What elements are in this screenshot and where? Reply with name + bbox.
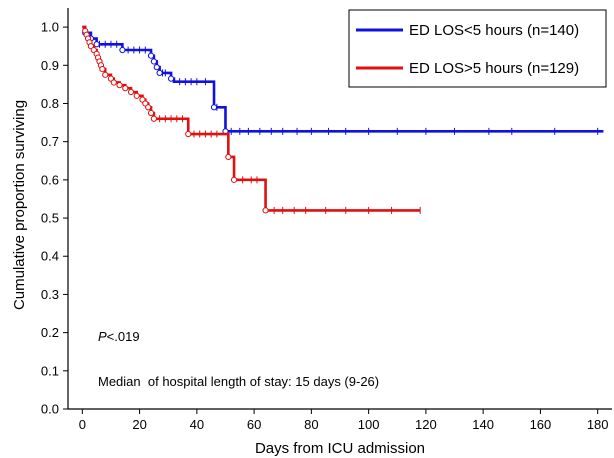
event-marker — [210, 104, 218, 111]
x-tick-label: 160 — [530, 417, 552, 432]
y-tick-label: 0.1 — [41, 363, 59, 378]
x-tick-label: 140 — [472, 417, 494, 432]
event-marker — [147, 109, 155, 117]
y-tick-label: 0.6 — [41, 172, 59, 187]
series-layer — [82, 25, 604, 214]
p-value-italic: P — [98, 329, 107, 344]
event-marker — [122, 85, 129, 92]
event-marker — [93, 41, 100, 48]
event-marker — [102, 71, 109, 78]
y-tick-label: 0.8 — [41, 96, 59, 111]
y-tick-label: 0.9 — [41, 58, 59, 73]
event-marker — [150, 58, 157, 65]
event-marker — [116, 82, 123, 89]
event-marker — [110, 79, 117, 86]
event-marker — [225, 153, 232, 161]
y-tick-label: 0.0 — [41, 402, 59, 417]
event-marker — [145, 104, 152, 111]
y-tick-label: 1.0 — [41, 20, 59, 35]
legend-label-red: ED LOS>5 hours (n=129) — [409, 60, 579, 77]
x-tick-label: 60 — [247, 417, 261, 432]
x-tick-label: 180 — [587, 417, 609, 432]
x-tick-label: 40 — [190, 417, 204, 432]
x-tick-label: 120 — [415, 417, 437, 432]
y-axis-ticks: 0.0 0.1 0.2 0.3 0.4 0.5 0.6 0.7 0.8 0.9 1.0 — [41, 20, 68, 417]
y-tick-label: 0.4 — [41, 249, 59, 264]
y-tick-label: 0.2 — [41, 325, 59, 340]
event-marker — [150, 115, 157, 122]
x-axis-title: Days from ICU admission — [255, 440, 425, 457]
event-marker — [147, 52, 155, 59]
x-tick-label: 20 — [132, 417, 146, 432]
y-tick-label: 0.3 — [41, 287, 59, 302]
p-value-annotation: P<.019 — [98, 329, 140, 344]
x-axis-ticks: 0 20 40 60 80 100 120 140 160 180 — [79, 409, 609, 432]
legend-box — [348, 9, 607, 88]
event-marker — [133, 92, 140, 99]
median-los-annotation: Median of hospital length of stay: 15 da… — [98, 374, 379, 389]
y-tick-label: 0.7 — [41, 134, 59, 149]
legend: ED LOS<5 hours (n=140) ED LOS>5 hours (n… — [348, 9, 607, 88]
series-group-1 — [82, 25, 421, 214]
y-axis-title: Cumulative proportion surviving — [11, 100, 28, 310]
event-marker — [156, 69, 163, 77]
x-tick-label: 100 — [358, 417, 380, 432]
event-marker — [185, 130, 192, 138]
event-marker — [153, 64, 160, 71]
p-value-text: <.019 — [107, 329, 140, 344]
x-tick-label: 80 — [304, 417, 318, 432]
x-tick-label: 0 — [79, 417, 86, 432]
event-marker — [127, 88, 135, 96]
event-marker — [119, 46, 126, 54]
y-tick-label: 0.5 — [41, 211, 59, 226]
event-marker — [167, 75, 175, 82]
event-marker — [230, 176, 238, 183]
event-marker — [99, 66, 106, 73]
legend-label-blue: ED LOS<5 hours (n=140) — [409, 22, 579, 39]
event-marker — [262, 207, 269, 214]
